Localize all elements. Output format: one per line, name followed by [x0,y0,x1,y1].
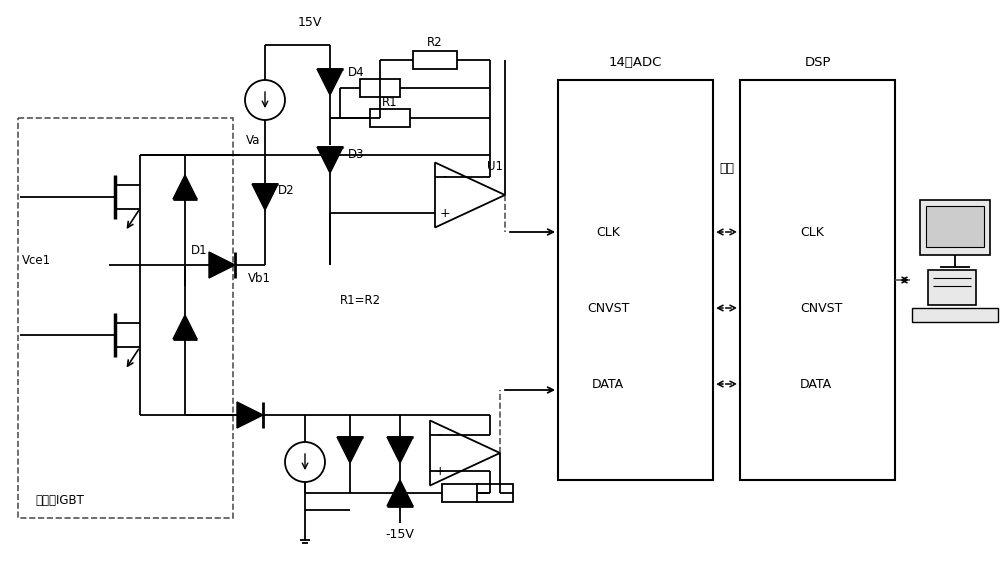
Bar [370,109,410,127]
Bar [926,206,984,247]
Text: 15V: 15V [298,15,322,28]
Polygon shape [173,315,197,339]
Bar [740,80,895,480]
Polygon shape [237,402,263,428]
Text: DATA: DATA [800,377,832,390]
Text: 待监测IGBT: 待监测IGBT [35,493,84,506]
Text: DSP: DSP [804,55,831,68]
Text: D4: D4 [348,66,365,79]
Text: Vce1: Vce1 [22,254,51,267]
Text: R1=R2: R1=R2 [340,293,381,306]
Text: 14位ADC: 14位ADC [609,55,662,68]
Bar [912,308,998,322]
Polygon shape [337,437,363,463]
Text: D2: D2 [278,184,295,197]
Text: CNVST: CNVST [800,302,842,315]
Polygon shape [209,252,235,278]
Text: CNVST: CNVST [587,302,629,315]
Text: U1: U1 [487,160,503,173]
Polygon shape [317,69,343,95]
Bar [477,484,513,502]
Bar [920,200,990,255]
Text: D3: D3 [348,149,364,162]
Text: Vb1: Vb1 [248,272,271,285]
Text: -: - [438,428,442,441]
Bar [18,118,233,518]
Bar [413,51,457,69]
Bar [442,484,478,502]
Text: +: + [440,207,450,220]
Text: R1: R1 [382,97,398,110]
Polygon shape [387,480,413,506]
Bar [558,80,713,480]
Bar [928,270,976,305]
Polygon shape [317,147,343,173]
Polygon shape [252,184,278,210]
Text: -: - [443,170,447,183]
Text: 光耦: 光耦 [719,162,734,175]
Polygon shape [387,437,413,463]
Text: DATA: DATA [592,377,624,390]
Text: Va: Va [246,133,260,146]
Text: CLK: CLK [800,225,824,238]
Bar [360,79,400,97]
Text: CLK: CLK [596,225,620,238]
Text: R2: R2 [427,37,443,50]
Text: +: + [435,464,445,477]
Text: D1: D1 [191,244,208,257]
Polygon shape [173,175,197,199]
Text: -15V: -15V [386,528,414,541]
